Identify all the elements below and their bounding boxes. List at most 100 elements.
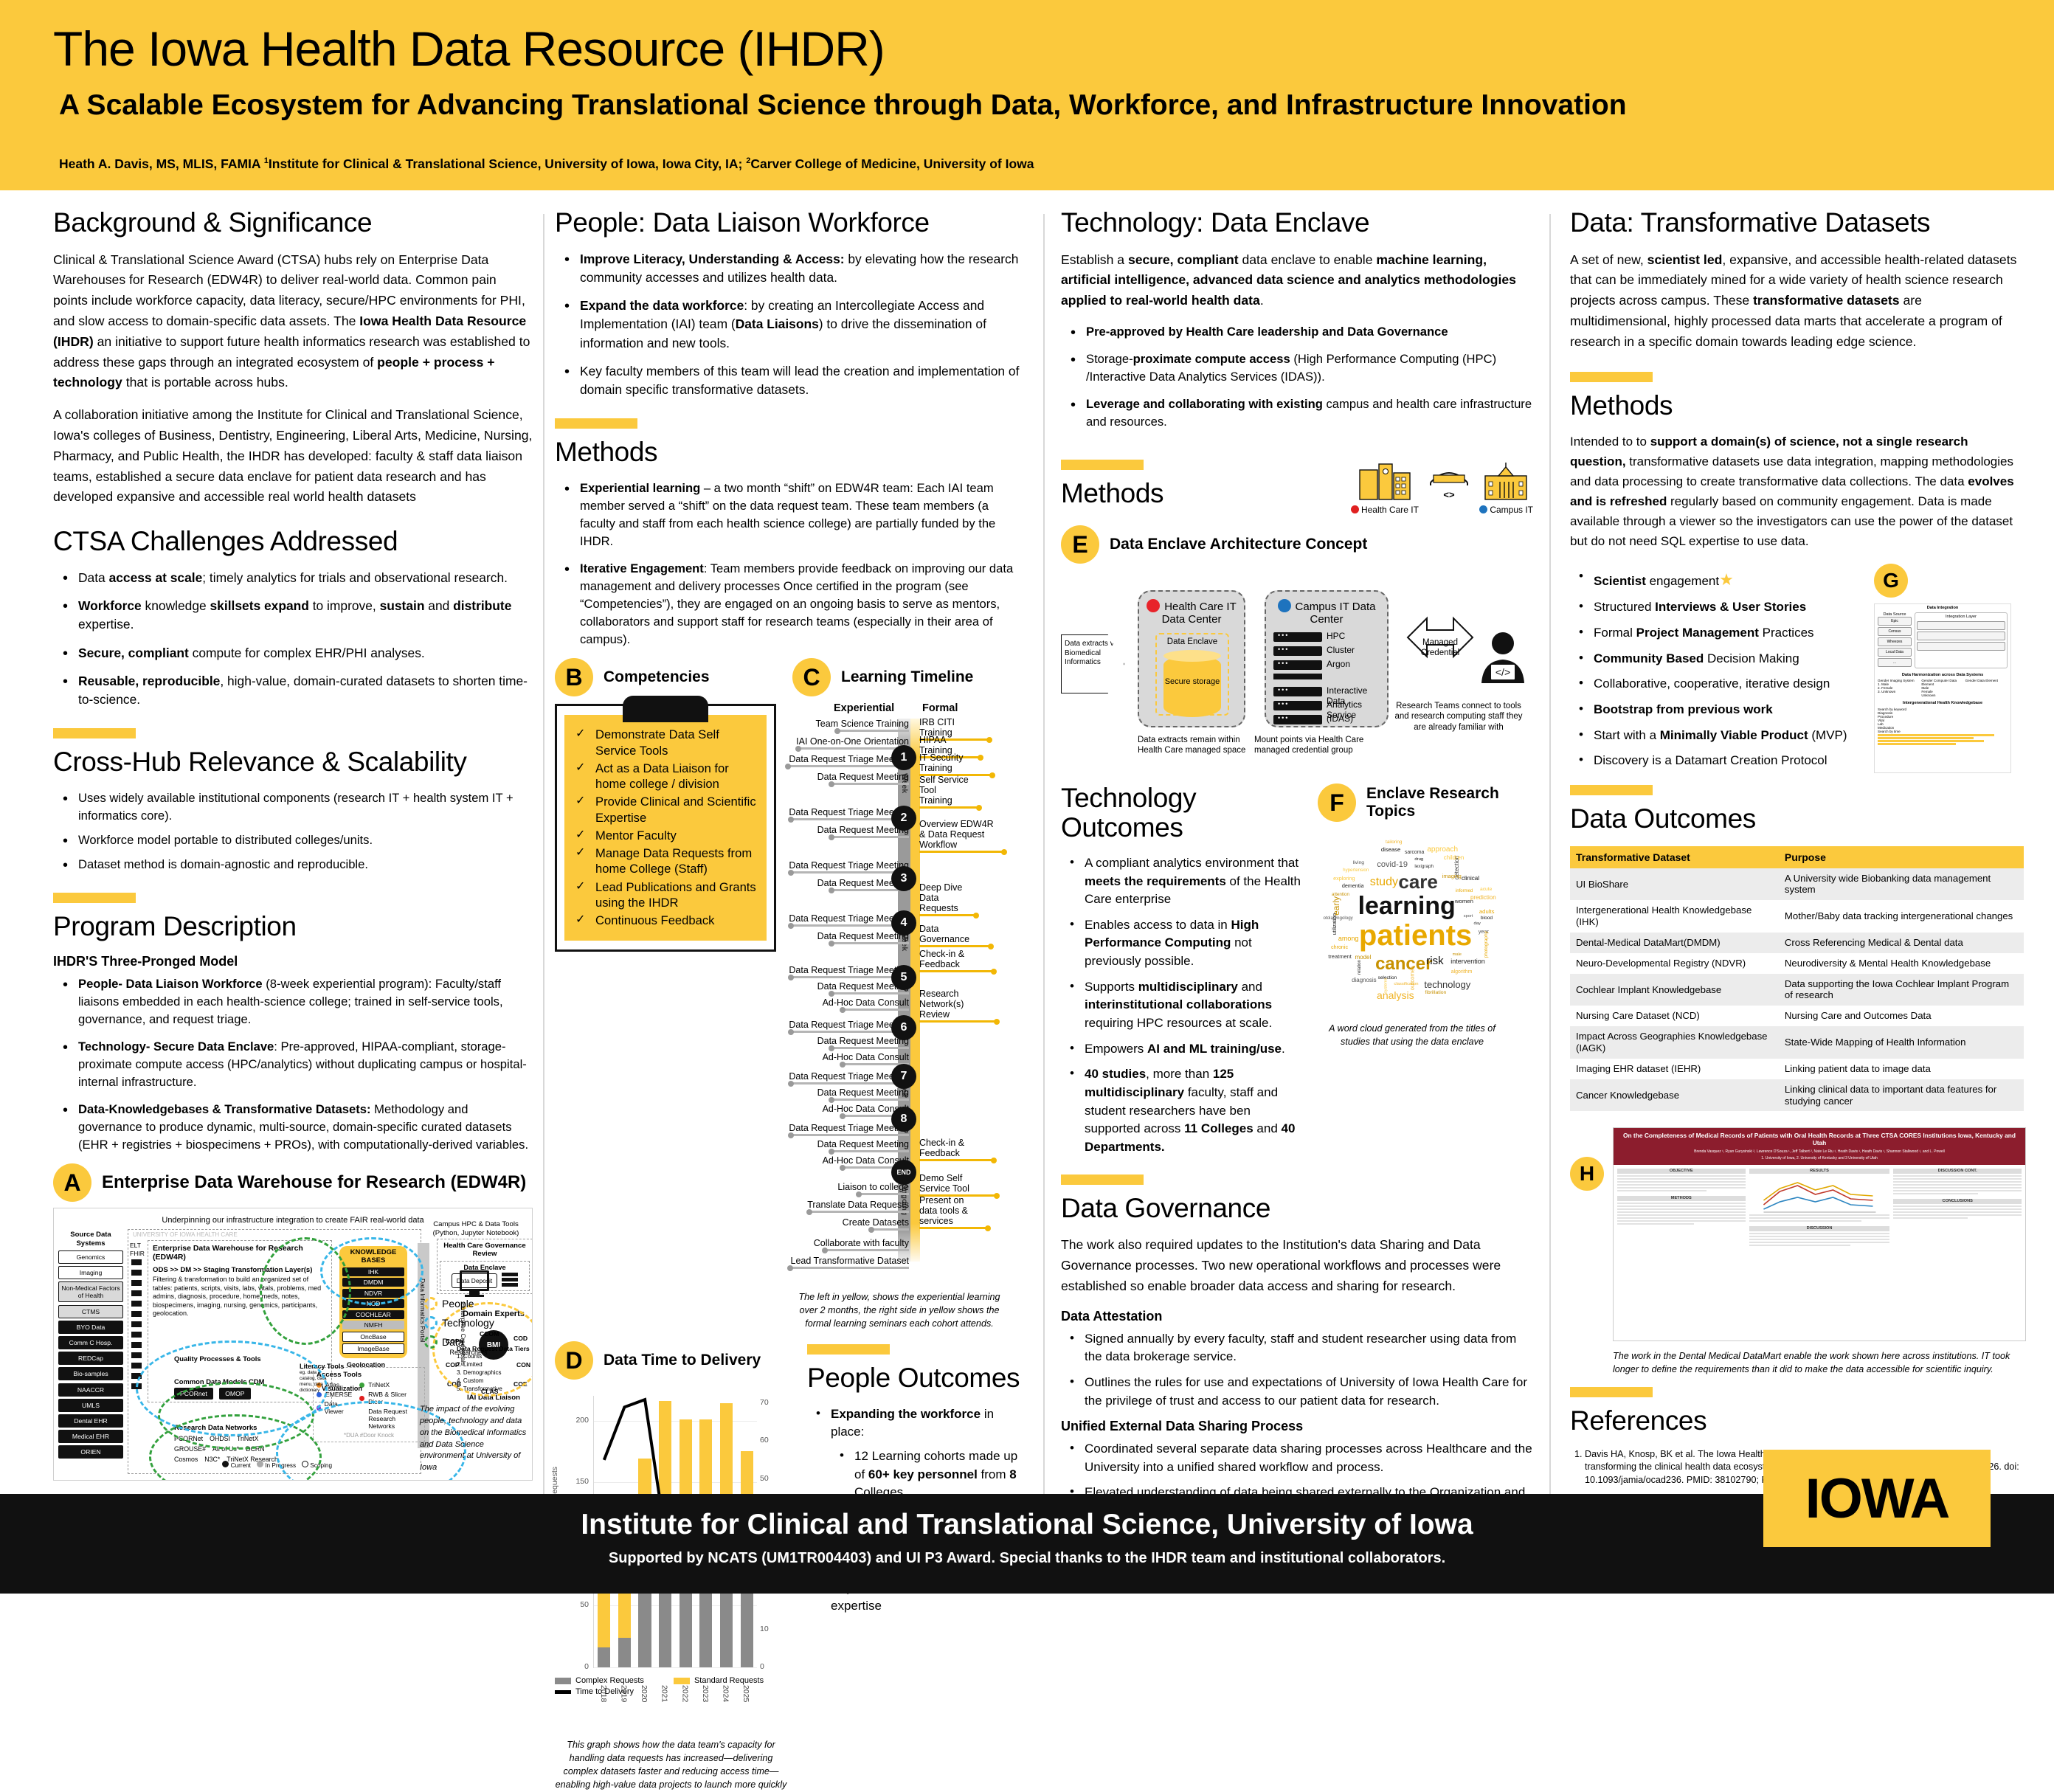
elt-fhir-label: ELT FHIR [130, 1242, 146, 1256]
chart-xtick: 2021 [660, 1685, 669, 1702]
tech-outcomes-list: A compliant analytics environment that m… [1061, 854, 1306, 1157]
kb-item: OncBase [342, 1332, 404, 1342]
source-box: BYO Data [58, 1321, 123, 1334]
data-method-pm: Formal Project Management Practices [1570, 624, 1865, 643]
server-label: HPC [1327, 631, 1345, 641]
attestation-item: Outlines the rules for use and expectati… [1061, 1374, 1533, 1410]
figure-badge-e: E [1061, 525, 1099, 564]
figure-badge-d: D [555, 1341, 593, 1380]
source-box: ORIEN [58, 1445, 123, 1459]
legend-complex: Complex Requests [575, 1676, 644, 1685]
sharing-item: Coordinated several separate data sharin… [1061, 1440, 1533, 1476]
wordcloud-word: patients [1359, 921, 1472, 950]
heading-methods-tech: Methods [1061, 479, 1344, 509]
chart-ytick-right: 10 [760, 1625, 791, 1633]
code-icon: <> [1429, 489, 1469, 500]
wordcloud-word: prediction [1470, 895, 1496, 901]
timeline-left-item: Data Request Triage Meeting [789, 860, 909, 871]
wordcloud-word: lexigraph [1414, 865, 1434, 869]
g-source: Wheezes [1878, 637, 1912, 646]
cell-purpose: Neurodiversity & Mental Health Knowledge… [1779, 953, 2024, 974]
hospital-building-icon [1358, 463, 1411, 501]
cell-purpose: Linking patient data to image data [1779, 1059, 2024, 1079]
wordcloud-word: drug [1414, 858, 1423, 862]
chart-xtick: 2023 [701, 1685, 710, 1702]
chart-gridline [594, 1667, 757, 1668]
background-paragraph-2: A collaboration initiative among the Ins… [53, 405, 533, 508]
governance-sub-attestation: Data Attestation [1061, 1309, 1533, 1324]
tier-item: 5. Transformative [457, 1385, 530, 1394]
figure-badge-b: B [555, 658, 593, 696]
legend-standard: Standard Requests [694, 1676, 764, 1685]
source-box: Comm C Hosp. [58, 1336, 123, 1349]
h-line-chart [1749, 1175, 1890, 1214]
h-authors: Brenda Vasquez ¹, Ryan Gurysinski ², Law… [1616, 1149, 2022, 1155]
program-item-people: People- Data Liaison Workforce (8-week e… [53, 975, 533, 1028]
figure-e-header: E Data Enclave Architecture Concept [1061, 525, 1533, 564]
enclave-research-wordcloud: patientslearningcarecancerstudyriskanaly… [1318, 828, 1507, 1017]
ctsa-item-1: Data access at scale; timely analytics f… [53, 569, 533, 587]
figure-a-title: Enterprise Data Warehouse for Research (… [102, 1172, 526, 1193]
chart-legend: Complex Requests Standard Requests Time … [555, 1674, 791, 1696]
timeline-left-item: Ad-Hoc Data Consult [823, 997, 909, 1008]
data-method-community: Community Based Decision Making [1570, 650, 1865, 668]
source-box: Genomics [58, 1250, 123, 1264]
cell-purpose: Cross Referencing Medical & Dental data [1779, 933, 2024, 953]
data-intro: A set of new, scientist led, expansive, … [1570, 250, 2024, 353]
secure-storage-label: Secure storage [1163, 677, 1221, 687]
figure-badge-g: G [1874, 564, 1908, 598]
tier-item: 3. Demographics [457, 1369, 530, 1377]
table-row: Neuro-Developmental Registry (NDVR) Neuro… [1570, 953, 2024, 974]
wordcloud-word: adults [1479, 909, 1495, 915]
tech-item-compute: Storage-proximate compute access (High P… [1061, 350, 1533, 386]
legend-people: People [442, 1298, 474, 1310]
wordcloud-word: cancer [1375, 955, 1432, 973]
timeline-left-item: Team Science Training [816, 719, 909, 729]
figure-f-title: Enclave Research Topics [1366, 785, 1524, 820]
chart-xtick: 2020 [640, 1685, 649, 1702]
wordcloud-word: children [1444, 855, 1464, 861]
figure-badge-f: F [1318, 783, 1356, 822]
server-icon [1273, 646, 1322, 656]
server-icon [1273, 687, 1322, 696]
wordcloud-word: among [1338, 935, 1359, 942]
authors-pre: Heath A. Davis, MS, MLIS, FAMIA [59, 156, 264, 171]
source-box: Non-Medical Factors of Health [58, 1281, 123, 1302]
svg-text:</>: </> [1495, 666, 1510, 678]
note-extracts-remain: Data extracts remain within Health Care … [1138, 735, 1247, 756]
table-row: Dental-Medical DataMart(DMDM) Cross Refer… [1570, 933, 2024, 953]
data-method-bootstrap: Bootstrap from previous work [1570, 701, 1865, 719]
table-row: Cochlear Implant Knowledgebase Data suppo… [1570, 974, 2024, 1006]
table-row: Impact Across Geographies Knowledgebase … [1570, 1026, 2024, 1059]
people-methods-list: Experiential learning – a two month “shi… [555, 480, 1027, 648]
figure-a-edw4r-diagram: Underpinning our infrastructure integrat… [53, 1208, 533, 1481]
cell-dataset: Cochlear Implant Knowledgebase [1570, 974, 1779, 1006]
wordcloud-word: chronic [1331, 945, 1348, 950]
poster-header: The Iowa Health Data Resource (IHDR) A S… [0, 0, 2054, 190]
people-item-literacy: Improve Literacy, Understanding & Access… [555, 250, 1027, 287]
h-section: DISCUSSION CONT. [1893, 1169, 2022, 1174]
g-source: Epic [1878, 617, 1912, 626]
timeline-right-item: Overview EDW4R & Data Request Workflow [919, 819, 994, 850]
column-divider-1 [543, 214, 544, 1535]
wordcloud-word: photography [1484, 931, 1490, 958]
wordcloud-word: covid-19 [1377, 861, 1408, 869]
source-box: UMLS [58, 1399, 123, 1412]
background-paragraph-1: Clinical & Translational Science Award (… [53, 250, 533, 394]
edw-main-frame: UNIVERSITY OF IOWA HEALTH CARE ELT FHIR … [128, 1229, 421, 1474]
authors-mid: Institute for Clinical & Translational S… [269, 156, 746, 171]
cell-purpose: State-Wide Mapping of Health Information [1779, 1026, 2024, 1059]
server-label: Cluster [1327, 645, 1355, 655]
source-box: Dental EHR [58, 1414, 123, 1428]
heading-methods-people: Methods [555, 437, 1027, 468]
figure-badge-a: A [53, 1163, 91, 1202]
section-rule-1 [53, 728, 136, 738]
timeline-left-item: IAI One-on-One Orientation [796, 736, 909, 747]
people-item-workforce: Expand the data workforce: by creating a… [555, 297, 1027, 353]
infrastructure-icons: Health Care IT <> [1351, 463, 1533, 521]
timeline-left-header: Experiential [834, 702, 894, 714]
note-research-teams: Research Teams connect to tools and rese… [1394, 701, 1523, 733]
server-icon [1273, 715, 1322, 724]
cell-dataset: Cancer Knowledgebase [1570, 1079, 1779, 1112]
cell-dataset: Impact Across Geographies Knowledgebase … [1570, 1026, 1779, 1059]
